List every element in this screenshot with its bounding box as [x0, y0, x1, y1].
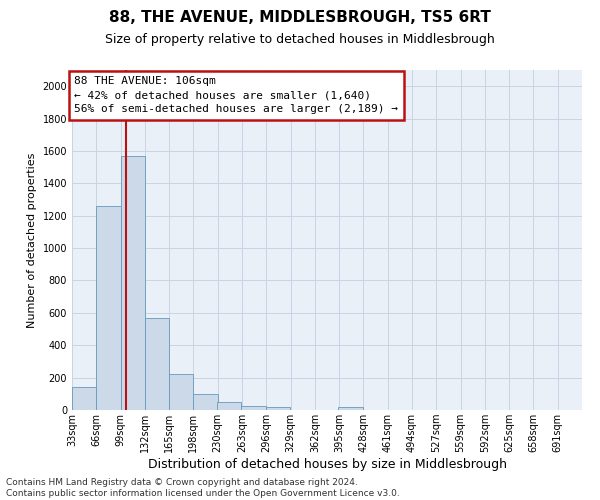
Bar — [193, 394, 218, 410]
Text: 88, THE AVENUE, MIDDLESBROUGH, TS5 6RT: 88, THE AVENUE, MIDDLESBROUGH, TS5 6RT — [109, 10, 491, 25]
Text: 88 THE AVENUE: 106sqm
← 42% of detached houses are smaller (1,640)
56% of semi-d: 88 THE AVENUE: 106sqm ← 42% of detached … — [74, 76, 398, 114]
Bar — [72, 388, 96, 410]
Bar — [145, 318, 169, 410]
Bar — [96, 206, 121, 410]
Text: Size of property relative to detached houses in Middlesbrough: Size of property relative to detached ho… — [105, 32, 495, 46]
Bar — [266, 407, 290, 410]
Text: Contains HM Land Registry data © Crown copyright and database right 2024.
Contai: Contains HM Land Registry data © Crown c… — [6, 478, 400, 498]
Y-axis label: Number of detached properties: Number of detached properties — [27, 152, 37, 328]
Bar — [121, 156, 145, 410]
Bar — [217, 402, 241, 410]
Bar — [338, 407, 362, 410]
Bar — [241, 406, 266, 410]
Bar — [169, 374, 193, 410]
X-axis label: Distribution of detached houses by size in Middlesbrough: Distribution of detached houses by size … — [148, 458, 506, 471]
